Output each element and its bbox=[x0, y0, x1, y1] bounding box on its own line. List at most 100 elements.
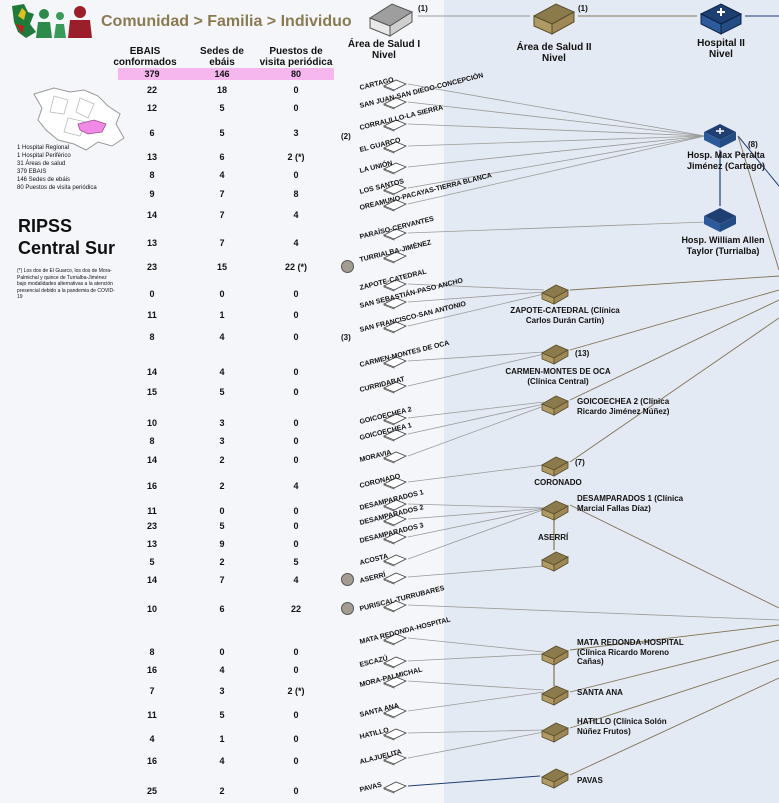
connection-line bbox=[407, 401, 545, 419]
row-sedes: 2 bbox=[219, 455, 225, 465]
ebais-house-icon bbox=[383, 706, 407, 719]
ebais-house-icon bbox=[383, 321, 407, 334]
alt-modality-marker bbox=[341, 602, 354, 615]
row-puestos: 0 bbox=[293, 170, 299, 180]
row-ebais: 23 bbox=[146, 521, 157, 531]
group-note-2: (2) bbox=[341, 132, 351, 141]
ebais-house-icon bbox=[383, 356, 407, 369]
row-sedes: 3 bbox=[219, 436, 225, 446]
col-ebais-header: EBAIS conformados bbox=[113, 46, 177, 68]
row-ebais: 16 bbox=[146, 756, 157, 766]
row-sedes: 0 bbox=[219, 289, 225, 299]
connection-line bbox=[407, 653, 545, 662]
row-puestos: 5 bbox=[293, 557, 299, 567]
community-logo bbox=[12, 4, 92, 38]
ebais-house-icon bbox=[383, 162, 407, 175]
row-sedes: 6 bbox=[219, 604, 225, 614]
row-ebais: 13 bbox=[146, 152, 157, 162]
row-puestos: 0 bbox=[293, 103, 299, 113]
row-ebais: 8 bbox=[149, 170, 155, 180]
row-ebais: 25 bbox=[146, 786, 157, 796]
row-ebais: 9 bbox=[149, 189, 155, 199]
connection-line bbox=[737, 135, 779, 187]
row-sedes: 7 bbox=[219, 210, 225, 220]
connection-line bbox=[407, 101, 706, 137]
clinic-icon bbox=[541, 768, 569, 789]
row-ebais: 13 bbox=[146, 238, 157, 248]
total-ebais: 379 bbox=[144, 69, 160, 79]
summary-line-2: 1 Hospital Periférico bbox=[17, 153, 71, 159]
connection-line bbox=[407, 405, 545, 457]
summary-line-4: 379 EBAIS bbox=[17, 169, 47, 175]
connection-line bbox=[407, 283, 545, 291]
clinic-icon bbox=[541, 685, 569, 706]
row-puestos: 0 bbox=[293, 665, 299, 675]
clinic-icon bbox=[541, 500, 569, 521]
row-puestos: 4 bbox=[293, 238, 299, 248]
row-sedes: 5 bbox=[219, 103, 225, 113]
clinic-icon bbox=[541, 284, 569, 305]
row-sedes: 5 bbox=[219, 387, 225, 397]
row-sedes: 3 bbox=[219, 686, 225, 696]
ebais-house-icon bbox=[383, 413, 407, 426]
row-puestos: 0 bbox=[293, 455, 299, 465]
hospital-max-peralta-icon bbox=[704, 124, 736, 148]
connection-line bbox=[569, 639, 779, 693]
tier2-label: Área de Salud II Nivel bbox=[516, 42, 592, 64]
row-ebais: 14 bbox=[146, 210, 157, 220]
connection-line bbox=[569, 504, 779, 609]
connection-line bbox=[407, 123, 706, 137]
row-sedes: 18 bbox=[216, 85, 227, 95]
row-ebais: 16 bbox=[146, 481, 157, 491]
row-ebais: 13 bbox=[146, 539, 157, 549]
connection-line bbox=[407, 135, 706, 205]
row-ebais: 8 bbox=[149, 332, 155, 342]
ebais-house-icon bbox=[383, 141, 407, 154]
row-puestos: 0 bbox=[293, 647, 299, 657]
row-sedes: 0 bbox=[219, 506, 225, 516]
connection-line bbox=[407, 135, 706, 168]
ebais-house-icon bbox=[383, 79, 407, 92]
connection-line bbox=[407, 83, 706, 137]
ebais-house-icon bbox=[383, 119, 407, 132]
row-sedes: 5 bbox=[219, 521, 225, 531]
ebais-house-icon bbox=[383, 656, 407, 669]
ebais-house-icon bbox=[383, 781, 407, 794]
row-ebais: 23 bbox=[146, 262, 157, 272]
clinic-label: GOICOECHEA 2 (Clínica Ricardo Jiménez Nú… bbox=[577, 397, 670, 416]
connection-line bbox=[569, 659, 779, 729]
clinic-icon bbox=[541, 645, 569, 666]
ebais-house-icon bbox=[383, 554, 407, 567]
row-ebais: 8 bbox=[149, 647, 155, 657]
hospital-max-label: Hosp. Max Peralta Jiménez (Cartago) bbox=[686, 150, 766, 171]
connection-line bbox=[407, 503, 549, 509]
tier1-note: (1) bbox=[418, 4, 428, 13]
row-sedes: 7 bbox=[219, 238, 225, 248]
row-puestos: 0 bbox=[293, 506, 299, 516]
row-ebais: 10 bbox=[146, 418, 157, 428]
row-sedes: 2 bbox=[219, 786, 225, 796]
connection-line bbox=[569, 317, 779, 463]
row-sedes: 7 bbox=[219, 189, 225, 199]
row-puestos: 4 bbox=[293, 575, 299, 585]
connection-line bbox=[407, 565, 545, 578]
summary-line-6: 80 Puestos de visita periódica bbox=[17, 185, 97, 191]
ebais-house-icon bbox=[383, 753, 407, 766]
clinic-note: (13) bbox=[575, 349, 590, 358]
connection-line bbox=[569, 275, 779, 291]
row-sedes: 15 bbox=[216, 262, 227, 272]
connection-line bbox=[569, 624, 779, 651]
row-ebais: 7 bbox=[149, 686, 155, 696]
connection-line bbox=[407, 680, 545, 691]
row-puestos: 8 bbox=[293, 189, 299, 199]
clinic-label: CORONADO bbox=[534, 478, 582, 487]
tier1-label: Área de Salud I Nivel bbox=[347, 39, 421, 61]
clinic-icon bbox=[541, 456, 569, 477]
row-puestos: 3 bbox=[293, 128, 299, 138]
hospital-william-allen-icon bbox=[704, 208, 736, 232]
ebais-house-icon bbox=[383, 183, 407, 196]
area-salud-ii-icon bbox=[532, 3, 576, 35]
clinic-label: DESAMPARADOS 1 (Clínica Marcial Fallas D… bbox=[577, 494, 684, 513]
connection-line bbox=[407, 691, 545, 712]
summary-line-5: 146 Sedes de ebáis bbox=[17, 177, 71, 183]
